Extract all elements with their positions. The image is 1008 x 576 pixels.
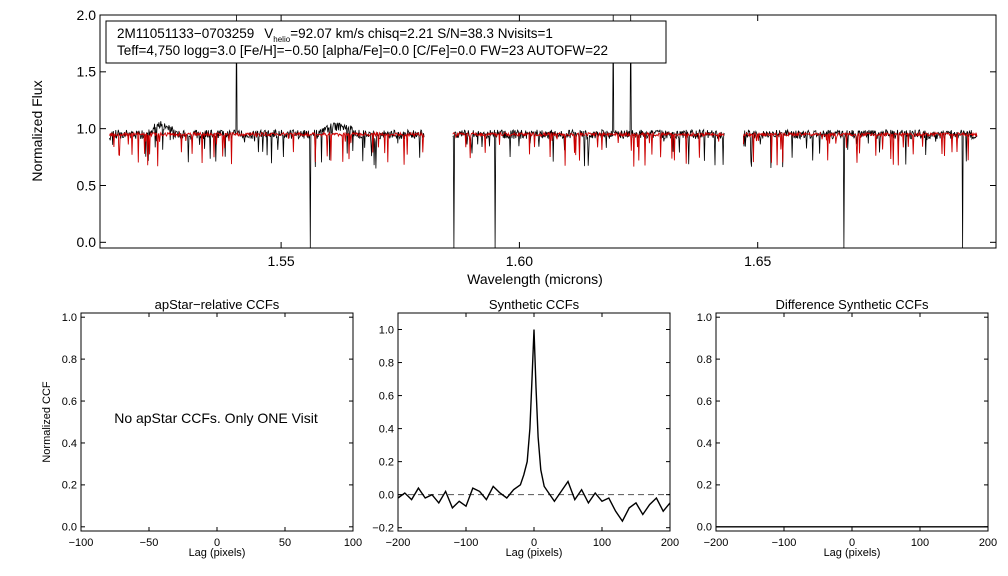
- ccf-synthetic-lines: [397, 329, 671, 523]
- ccf-apstar-panel: −100 −50 0 50 100 0.0 0.2 0.4 0.6 0.8 1.0 apStar−r…: [41, 297, 362, 559]
- y-tick-label: 1.5: [77, 64, 97, 80]
- ccf-synthetic-xlabel: Lag (pixels): [506, 547, 563, 559]
- y-tick-label: 0.6: [379, 390, 394, 402]
- x-tick-label: 0: [531, 537, 537, 549]
- x-tick-label: 1.55: [267, 253, 294, 269]
- ccf-synthetic-panel: −200 −100 0 100 200 −0.2 0.0 0.2 0.4 0.6 0.8 1.0 Sy…: [372, 297, 679, 559]
- spectrum-lines: [109, 14, 978, 249]
- x-tick-label: 100: [911, 537, 929, 549]
- spectrum-series-model: [452, 131, 725, 167]
- y-tick-label: 1.0: [697, 312, 712, 324]
- y-tick-label: 1.0: [77, 121, 97, 137]
- y-tick-label: 0.8: [697, 354, 712, 366]
- x-tick-label: 200: [979, 537, 997, 549]
- ccf-difference-xlabel: Lag (pixels): [824, 547, 881, 559]
- x-tick-label: −100: [454, 537, 479, 549]
- vhelio-symbol: V: [264, 26, 273, 41]
- spectrum-ylabel: Normalized Flux: [29, 80, 45, 181]
- spectrum-panel: 1.55 1.60 1.65 0.0 0.5 1.0 1.5 2.0 Wavelength (…: [29, 7, 997, 287]
- ccf-difference-frame: [715, 312, 989, 532]
- y-tick-label: 0.0: [697, 522, 712, 534]
- annotation-line2: Teff=4,750 logg=3.0 [Fe/H]=−0.50 [alpha/…: [117, 43, 608, 58]
- x-tick-label: −50: [140, 537, 159, 549]
- ccf-synthetic-ticks: −200 −100 0 100 200 −0.2 0.0 0.2 0.4 0.6 0.8 1.0: [372, 313, 679, 549]
- x-tick-label: 0: [849, 537, 855, 549]
- annotation-stats: =92.07 km/s chisq=2.21 S/N=38.3 Nvisits=…: [290, 26, 553, 41]
- x-tick-label: −200: [386, 537, 411, 549]
- y-tick-label: 0.5: [77, 177, 97, 193]
- vhelio-subscript: helio: [273, 35, 290, 44]
- y-tick-label: 0.2: [697, 480, 712, 492]
- ccf-difference-title: Difference Synthetic CCFs: [776, 297, 929, 312]
- annotation-line1: 2M11051133−0703259 Vhelio=92.07 km/s chis…: [117, 26, 553, 44]
- spectrum-series-model: [109, 130, 425, 167]
- y-tick-label: 0.6: [697, 396, 712, 408]
- y-tick-label: 0.8: [62, 354, 77, 366]
- x-tick-label: 50: [279, 537, 291, 549]
- y-tick-label: 0.4: [62, 438, 77, 450]
- x-tick-label: −100: [69, 537, 94, 549]
- spectrum-ticks: 1.55 1.60 1.65 0.0 0.5 1.0 1.5 2.0: [77, 7, 996, 269]
- ccf-ylabel: Normalized CCF: [41, 381, 53, 463]
- x-tick-label: 100: [593, 537, 611, 549]
- annotation-frame: [105, 20, 667, 64]
- y-tick-label: −0.2: [372, 523, 394, 535]
- y-tick-label: 0.6: [62, 396, 77, 408]
- x-tick-label: 1.60: [506, 253, 533, 269]
- x-tick-label: 100: [344, 537, 362, 549]
- x-tick-label: 0: [214, 537, 220, 549]
- ccf-apstar-ticks: −100 −50 0 50 100 0.0 0.2 0.4 0.6 0.8 1.0: [62, 312, 362, 549]
- y-tick-label: 1.0: [379, 324, 394, 336]
- x-tick-label: 200: [661, 537, 679, 549]
- spectrum-series-observed: [109, 14, 425, 249]
- x-tick-label: −100: [772, 537, 797, 549]
- ccf-difference-panel: −200 −100 0 100 200 0.0 0.2 0.4 0.6 0.8 1.0 Differ…: [697, 297, 997, 559]
- ccf-synthetic-title: Synthetic CCFs: [489, 297, 580, 312]
- y-tick-label: 0.0: [62, 522, 77, 534]
- y-tick-label: 1.0: [62, 312, 77, 324]
- no-ccf-message: No apStar CCFs. Only ONE Visit: [114, 410, 318, 426]
- y-tick-label: 0.4: [379, 423, 394, 435]
- y-tick-label: 0.0: [379, 490, 394, 502]
- y-tick-label: 0.4: [697, 438, 712, 450]
- spectrum-xlabel: Wavelength (microns): [467, 271, 603, 287]
- annotation-box: 2M11051133−0703259 Vhelio=92.07 km/s chis…: [105, 20, 667, 64]
- spectrum-series-observed: [452, 14, 725, 249]
- x-tick-label: −200: [704, 537, 729, 549]
- y-tick-label: 0.8: [379, 357, 394, 369]
- y-tick-label: 0.0: [77, 234, 97, 250]
- ccf-difference-ticks: −200 −100 0 100 200 0.0 0.2 0.4 0.6 0.8 1.0: [697, 312, 997, 549]
- spectrum-frame: [99, 14, 997, 249]
- ccf-apstar-title: apStar−relative CCFs: [155, 297, 280, 312]
- spectrum-series-model: [742, 130, 978, 166]
- y-tick-label: 2.0: [77, 7, 97, 23]
- y-tick-label: 0.2: [379, 456, 394, 468]
- x-tick-label: 1.65: [744, 253, 771, 269]
- ccf-series-ccf: [397, 329, 671, 523]
- star-id: 2M11051133−0703259: [117, 26, 254, 41]
- y-tick-label: 0.2: [62, 480, 77, 492]
- ccf-apstar-xlabel: Lag (pixels): [189, 547, 246, 559]
